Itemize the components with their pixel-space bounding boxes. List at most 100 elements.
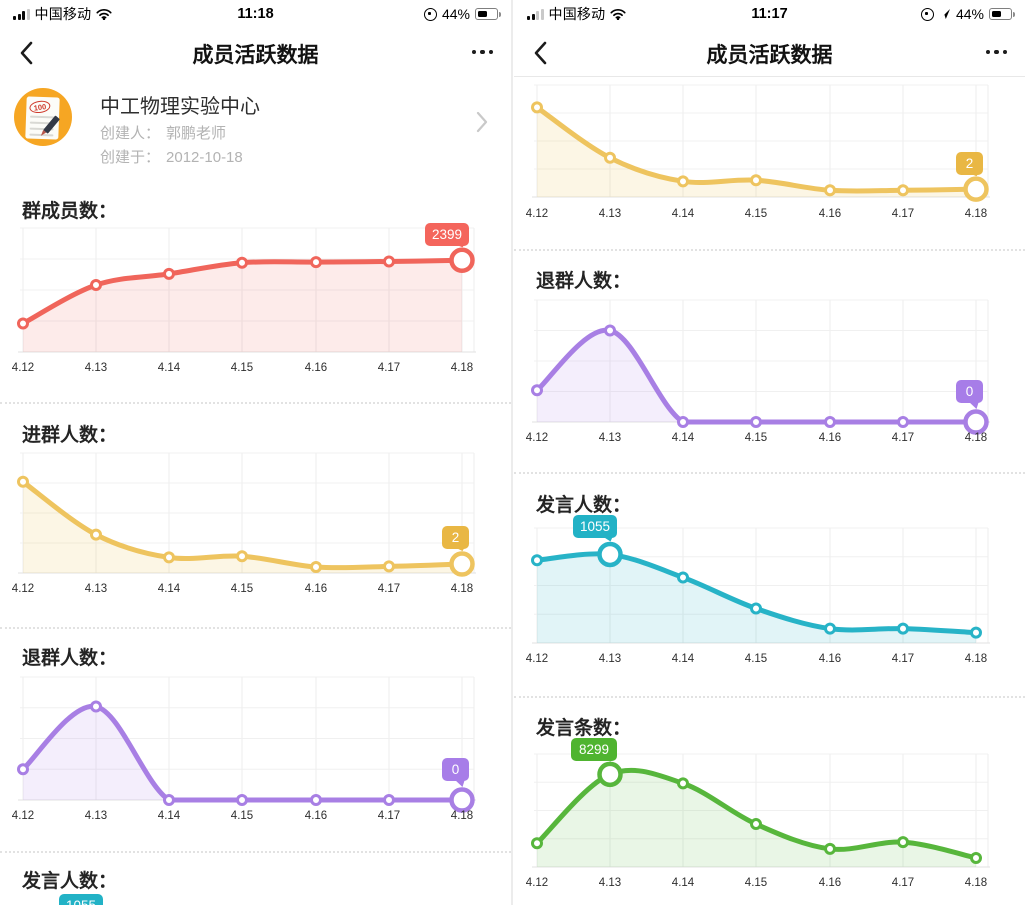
x-axis-label: 4.15 <box>231 362 253 374</box>
active-point-marker[interactable] <box>449 551 475 577</box>
page-title: 成员活跃数据 <box>706 44 833 67</box>
nav-bar: 成员活跃数据 <box>0 28 511 77</box>
orientation-lock-icon <box>920 7 934 21</box>
status-time: 11:17 <box>751 6 788 22</box>
x-axis-label: 4.12 <box>526 877 548 889</box>
battery-icon <box>989 8 1015 20</box>
series-area <box>23 260 462 352</box>
chart-plot: 0 4.12 4.13 4.14 4.15 4.16 4.17 4.18 <box>0 668 511 831</box>
point-marker <box>163 551 175 564</box>
group-info-card[interactable]: 100 中工物理实验中心 创建人： 郭鹏老师 创建于： 2012-10-18 <box>0 80 511 176</box>
group-name: 中工物理实验中心 <box>100 96 260 118</box>
point-marker <box>897 836 909 849</box>
active-point-marker[interactable] <box>963 409 989 435</box>
active-point-marker[interactable] <box>597 761 623 788</box>
point-marker <box>897 622 909 635</box>
section-divider <box>0 627 511 629</box>
x-axis-label: 4.16 <box>305 362 327 374</box>
x-axis-label: 4.16 <box>819 208 841 220</box>
carrier-label: 中国移动 <box>548 6 606 22</box>
active-point-marker[interactable] <box>449 787 475 813</box>
x-axis-label: 4.15 <box>745 877 767 889</box>
x-axis-label: 4.14 <box>672 877 695 889</box>
battery-icon <box>475 8 501 20</box>
back-button[interactable] <box>16 39 38 67</box>
line-chart-svg: 2 4.12 4.13 4.14 4.15 4.16 4.17 4.18 <box>526 84 990 220</box>
x-axis-label: 4.18 <box>965 877 987 889</box>
point-marker <box>750 416 762 428</box>
more-menu-button[interactable] <box>985 42 1007 62</box>
x-axis-label: 4.16 <box>305 810 327 822</box>
phone-screen-right: 中国移动 11:17 44% 成员活跃数据 <box>514 0 1025 905</box>
point-marker <box>824 842 836 855</box>
chart-plot: 1055 4.12 4.13 4.14 4.15 4.16 4.17 4.18 <box>514 508 1025 673</box>
x-axis-label: 4.18 <box>965 653 987 665</box>
point-marker <box>824 184 836 197</box>
value-tooltip-label: 2 <box>452 530 460 545</box>
x-axis-label: 4.14 <box>672 432 695 444</box>
x-axis-label: 4.13 <box>85 810 107 822</box>
value-tooltip-label: 2399 <box>432 227 462 242</box>
battery-percent-label: 44% <box>955 6 984 22</box>
x-axis-label: 4.13 <box>599 432 621 444</box>
point-marker <box>970 851 982 864</box>
value-tooltip <box>442 526 469 549</box>
page-title: 成员活跃数据 <box>192 44 319 67</box>
x-axis-label: 4.16 <box>305 583 327 595</box>
status-bar: 中国移动 11:18 44% <box>0 0 511 28</box>
active-point-marker[interactable] <box>963 176 989 202</box>
x-axis-label: 4.12 <box>12 362 34 374</box>
x-axis-label: 4.13 <box>599 653 621 665</box>
value-tooltip-label: 0 <box>966 384 974 399</box>
point-marker <box>677 175 689 188</box>
series-area <box>537 553 976 643</box>
active-point-marker[interactable] <box>449 247 475 273</box>
back-button[interactable] <box>530 39 552 67</box>
group-creator: 创建人： 郭鹏老师 <box>100 125 227 142</box>
point-marker <box>531 101 543 114</box>
line-chart-svg: 0 4.12 4.13 4.14 4.15 4.16 4.17 4.18 <box>526 299 990 444</box>
value-tooltip-label: 8299 <box>579 742 609 757</box>
more-menu-button[interactable] <box>471 42 493 62</box>
section-divider <box>0 851 511 853</box>
point-marker <box>383 255 395 268</box>
point-marker <box>17 317 29 330</box>
value-tooltip <box>442 758 469 781</box>
location-icon <box>939 9 950 19</box>
x-axis-label: 4.18 <box>965 432 987 444</box>
x-axis-label: 4.18 <box>451 362 473 374</box>
point-marker <box>90 528 102 541</box>
point-marker <box>531 384 543 397</box>
value-tooltip-label: 0 <box>452 762 460 777</box>
series-area <box>23 706 462 800</box>
x-axis-label: 4.16 <box>819 432 841 444</box>
chart-plot: 2399 4.12 4.13 4.14 4.15 4.16 4.17 4.18 <box>0 220 511 383</box>
x-axis-label: 4.16 <box>819 653 841 665</box>
x-axis-label: 4.12 <box>526 208 548 220</box>
point-marker <box>677 416 689 428</box>
status-bar: 中国移动 11:17 44% <box>514 0 1025 28</box>
chart-title: 发言人数： <box>536 495 632 516</box>
point-marker <box>236 794 248 806</box>
x-axis-label: 4.18 <box>451 583 473 595</box>
point-marker <box>970 626 982 639</box>
line-chart-svg: 0 4.12 4.13 4.14 4.15 4.16 4.17 4.18 <box>12 676 476 822</box>
x-axis-label: 4.17 <box>378 583 400 595</box>
active-point-marker[interactable] <box>597 541 623 568</box>
chart-plot: 2 4.12 4.13 4.14 4.15 4.16 4.17 4.18 <box>0 446 511 607</box>
x-axis-label: 4.17 <box>378 810 400 822</box>
x-axis-label: 4.15 <box>745 208 767 220</box>
value-tooltip <box>956 152 983 175</box>
x-axis-label: 4.17 <box>892 877 914 889</box>
point-marker <box>90 279 102 292</box>
x-axis-label: 4.13 <box>599 208 621 220</box>
x-axis-label: 4.17 <box>892 432 914 444</box>
chevron-right-icon <box>475 110 489 134</box>
line-chart-svg: 2 4.12 4.13 4.14 4.15 4.16 4.17 4.18 <box>12 452 476 595</box>
series-area <box>537 330 976 422</box>
point-marker <box>17 763 29 776</box>
point-marker <box>824 622 836 635</box>
section-divider <box>0 402 511 404</box>
point-marker <box>310 561 322 573</box>
